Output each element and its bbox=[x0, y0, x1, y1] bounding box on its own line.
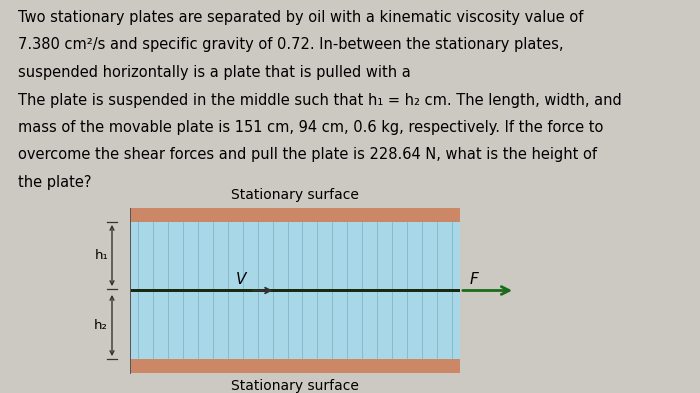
Bar bbox=[130, 208, 460, 222]
Text: mass of the movable plate is 151 cm, 94 cm, 0.6 kg, respectively. If the force t: mass of the movable plate is 151 cm, 94 … bbox=[18, 120, 603, 135]
Bar bbox=[130, 359, 460, 373]
Text: overcome the shear forces and pull the plate is 228.64 N, what is the height of: overcome the shear forces and pull the p… bbox=[18, 147, 597, 162]
Text: h₁: h₁ bbox=[94, 249, 108, 262]
Text: F: F bbox=[470, 272, 479, 286]
Bar bbox=[130, 289, 460, 292]
Text: Stationary surface: Stationary surface bbox=[231, 379, 359, 393]
Bar bbox=[130, 222, 460, 359]
Text: The plate is suspended in the middle such that h₁ = h₂ cm. The length, width, an: The plate is suspended in the middle suc… bbox=[18, 92, 622, 108]
Text: Two stationary plates are separated by oil with a kinematic viscosity value of: Two stationary plates are separated by o… bbox=[18, 10, 583, 25]
Text: h₂: h₂ bbox=[94, 319, 108, 332]
Text: 7.380 cm²/s and specific gravity of 0.72. In-between the stationary plates,: 7.380 cm²/s and specific gravity of 0.72… bbox=[18, 37, 564, 53]
Text: V: V bbox=[235, 272, 246, 286]
Text: Stationary surface: Stationary surface bbox=[231, 188, 359, 202]
Text: suspended horizontally is a plate that is pulled with a: suspended horizontally is a plate that i… bbox=[18, 65, 415, 80]
Text: the plate?: the plate? bbox=[18, 175, 92, 190]
